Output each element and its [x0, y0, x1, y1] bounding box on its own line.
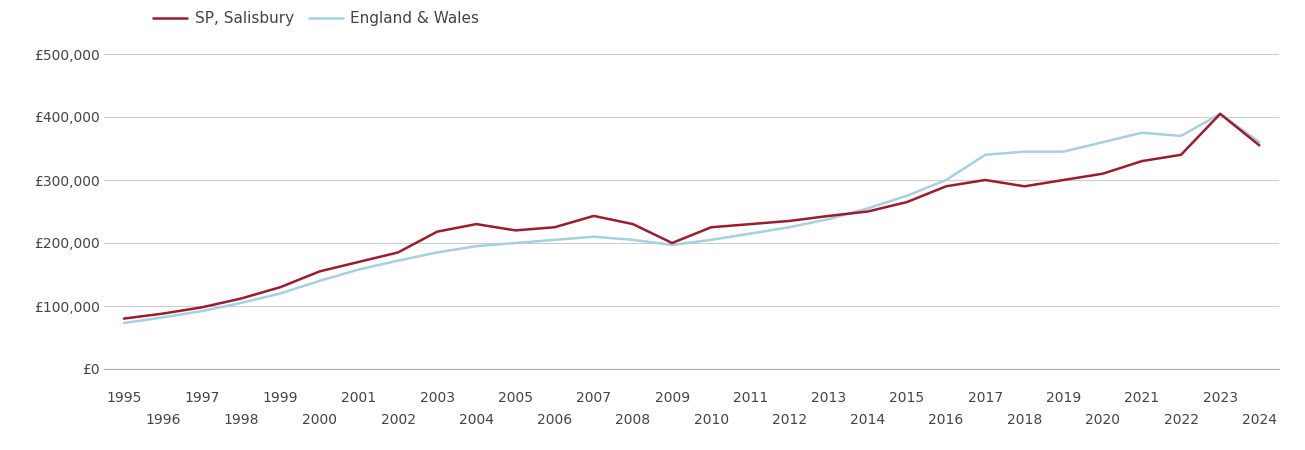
England & Wales [977, 152, 993, 158]
Text: 1996: 1996 [145, 413, 181, 427]
Text: 2019: 2019 [1045, 391, 1082, 405]
Line: SP, Salisbury: SP, Salisbury [124, 114, 1259, 319]
England & Wales [116, 320, 132, 326]
SP, Salisbury [1017, 184, 1032, 189]
SP, Salisbury [821, 213, 837, 219]
Text: 2017: 2017 [968, 391, 1002, 405]
England & Wales [468, 243, 484, 249]
SP, Salisbury [116, 316, 132, 321]
Text: 1998: 1998 [223, 413, 260, 427]
England & Wales [273, 291, 288, 296]
SP, Salisbury [743, 221, 758, 227]
SP, Salisbury [508, 228, 523, 233]
England & Wales [782, 225, 797, 230]
Text: 2005: 2005 [499, 391, 532, 405]
SP, Salisbury [1095, 171, 1111, 176]
Text: 2009: 2009 [655, 391, 689, 405]
England & Wales [938, 177, 954, 183]
Text: 2020: 2020 [1086, 413, 1120, 427]
Text: 2011: 2011 [732, 391, 769, 405]
SP, Salisbury [625, 221, 641, 227]
SP, Salisbury [1212, 111, 1228, 117]
Text: 2023: 2023 [1203, 391, 1237, 405]
Text: 2002: 2002 [381, 413, 415, 427]
England & Wales [390, 258, 406, 263]
SP, Salisbury [273, 284, 288, 290]
SP, Salisbury [977, 177, 993, 183]
Text: 2000: 2000 [303, 413, 337, 427]
SP, Salisbury [155, 311, 171, 316]
England & Wales [155, 315, 171, 320]
SP, Salisbury [468, 221, 484, 227]
England & Wales [351, 267, 367, 272]
SP, Salisbury [547, 225, 562, 230]
Text: 2021: 2021 [1125, 391, 1159, 405]
England & Wales [899, 193, 915, 198]
Text: 1999: 1999 [262, 391, 299, 405]
Legend: SP, Salisbury, England & Wales: SP, Salisbury, England & Wales [147, 5, 485, 32]
Text: 2003: 2003 [420, 391, 454, 405]
England & Wales [860, 206, 876, 211]
England & Wales [429, 250, 445, 255]
England & Wales [1173, 133, 1189, 139]
England & Wales [1212, 111, 1228, 117]
Text: 2010: 2010 [694, 413, 728, 427]
SP, Salisbury [194, 305, 210, 310]
Text: 2015: 2015 [890, 391, 924, 405]
Text: 2014: 2014 [851, 413, 885, 427]
SP, Salisbury [351, 259, 367, 265]
England & Wales [703, 237, 719, 243]
Text: 2012: 2012 [773, 413, 806, 427]
England & Wales [625, 237, 641, 243]
SP, Salisbury [1056, 177, 1071, 183]
Text: 1997: 1997 [184, 391, 221, 405]
SP, Salisbury [312, 269, 328, 274]
SP, Salisbury [586, 213, 602, 219]
SP, Salisbury [782, 218, 797, 224]
England & Wales [234, 300, 249, 306]
Text: 2022: 2022 [1164, 413, 1198, 427]
Text: 2024: 2024 [1242, 413, 1276, 427]
England & Wales [194, 308, 210, 314]
SP, Salisbury [234, 296, 249, 301]
SP, Salisbury [860, 209, 876, 214]
SP, Salisbury [703, 225, 719, 230]
Text: 2013: 2013 [812, 391, 846, 405]
SP, Salisbury [390, 250, 406, 255]
SP, Salisbury [1134, 158, 1150, 164]
England & Wales [664, 242, 680, 248]
SP, Salisbury [938, 184, 954, 189]
Text: 2008: 2008 [616, 413, 650, 427]
Text: 2018: 2018 [1006, 413, 1043, 427]
Text: 2016: 2016 [928, 413, 964, 427]
SP, Salisbury [429, 229, 445, 234]
Text: 1995: 1995 [106, 391, 142, 405]
SP, Salisbury [899, 199, 915, 205]
England & Wales [1134, 130, 1150, 135]
Text: 2007: 2007 [577, 391, 611, 405]
England & Wales [1017, 149, 1032, 154]
SP, Salisbury [1173, 152, 1189, 158]
Text: 2006: 2006 [538, 413, 572, 427]
SP, Salisbury [664, 240, 680, 246]
Text: 2001: 2001 [342, 391, 376, 405]
England & Wales [743, 231, 758, 236]
Text: 2004: 2004 [459, 413, 493, 427]
England & Wales [547, 237, 562, 243]
England & Wales [1095, 140, 1111, 145]
England & Wales [821, 216, 837, 222]
Line: England & Wales: England & Wales [124, 114, 1259, 323]
SP, Salisbury [1251, 143, 1267, 148]
England & Wales [1056, 149, 1071, 154]
England & Wales [508, 240, 523, 246]
England & Wales [1251, 140, 1267, 145]
England & Wales [312, 278, 328, 284]
England & Wales [586, 234, 602, 239]
